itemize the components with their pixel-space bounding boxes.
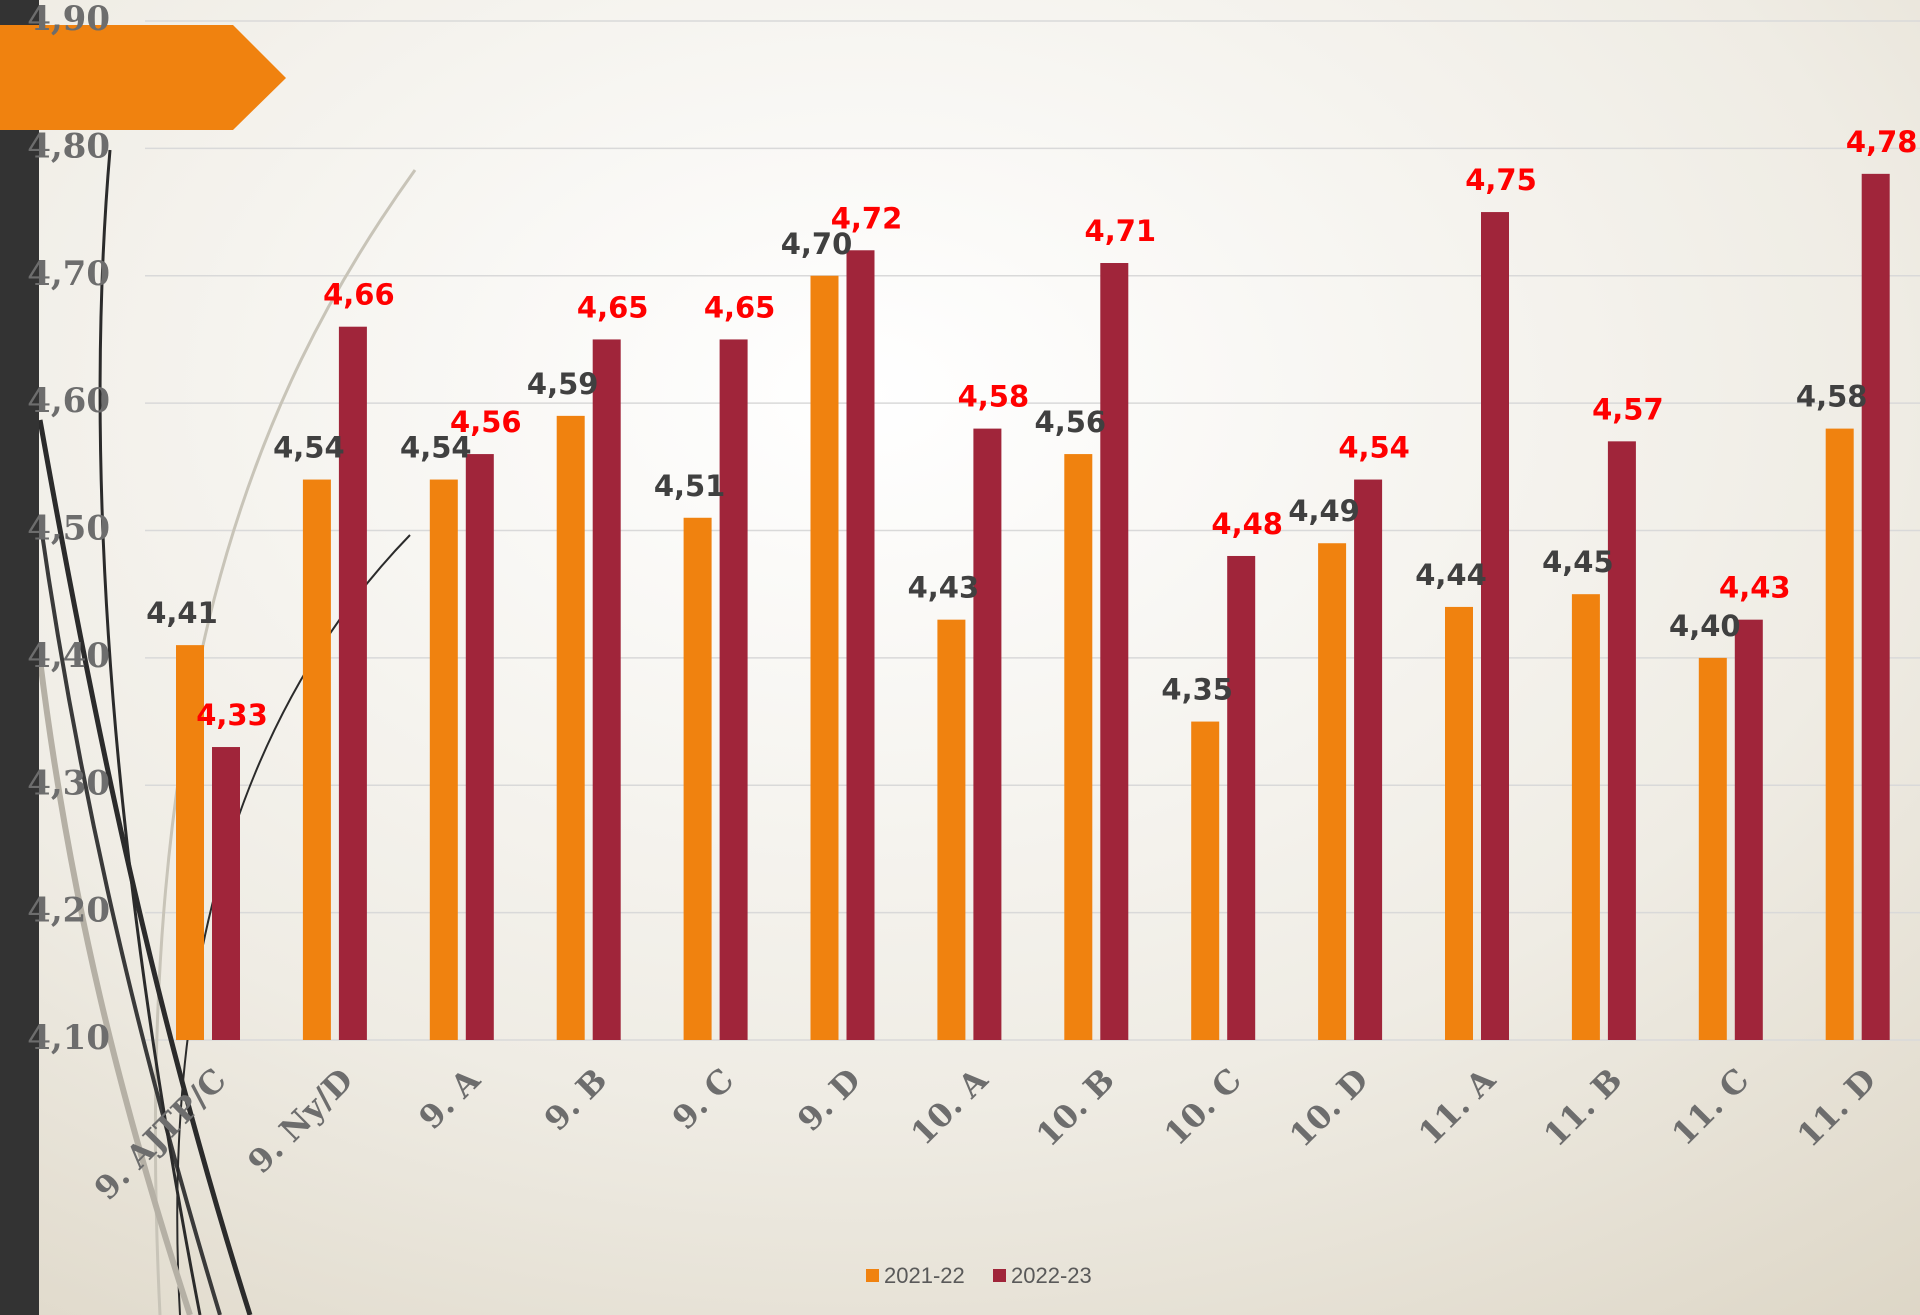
value-label: 4,33 bbox=[196, 698, 268, 732]
bar bbox=[1445, 607, 1473, 1040]
value-label: 4,56 bbox=[1035, 405, 1107, 439]
value-label: 4,59 bbox=[527, 367, 599, 401]
value-label: 4,41 bbox=[146, 596, 218, 630]
legend-swatch bbox=[866, 1269, 879, 1282]
bar bbox=[847, 250, 875, 1040]
y-tick-label: 4,40 bbox=[27, 636, 110, 676]
bar bbox=[1227, 556, 1255, 1040]
bar bbox=[720, 339, 748, 1040]
bar bbox=[1064, 454, 1092, 1040]
bar bbox=[1862, 174, 1890, 1040]
value-label: 4,43 bbox=[1719, 571, 1791, 605]
bar bbox=[593, 339, 621, 1040]
legend-swatch bbox=[993, 1269, 1006, 1282]
value-label: 4,54 bbox=[1338, 431, 1410, 465]
bar bbox=[1735, 620, 1763, 1040]
bar bbox=[430, 480, 458, 1040]
legend-label: 2022-23 bbox=[1011, 1263, 1092, 1288]
bar bbox=[937, 620, 965, 1040]
value-label: 4,40 bbox=[1669, 609, 1741, 643]
bar bbox=[684, 518, 712, 1040]
value-label: 4,75 bbox=[1465, 163, 1537, 197]
bar bbox=[466, 454, 494, 1040]
value-label: 4,51 bbox=[654, 469, 726, 503]
y-tick-label: 4,10 bbox=[27, 1018, 110, 1058]
chart: 4,104,204,304,404,504,604,704,804,909. A… bbox=[0, 0, 1920, 1315]
bar bbox=[1699, 658, 1727, 1040]
bar bbox=[1191, 722, 1219, 1040]
bar bbox=[1100, 263, 1128, 1040]
bar bbox=[1826, 429, 1854, 1040]
value-label: 4,65 bbox=[577, 290, 649, 324]
bar bbox=[303, 480, 331, 1040]
bar bbox=[973, 429, 1001, 1040]
value-label: 4,54 bbox=[273, 431, 345, 465]
value-label: 4,72 bbox=[831, 201, 903, 235]
bar bbox=[1608, 441, 1636, 1040]
value-label: 4,49 bbox=[1288, 494, 1360, 528]
y-tick-label: 4,60 bbox=[27, 381, 110, 421]
value-label: 4,66 bbox=[323, 278, 395, 312]
bar bbox=[212, 747, 240, 1040]
bar bbox=[1354, 480, 1382, 1040]
value-label: 4,57 bbox=[1592, 392, 1664, 426]
legend-label: 2021-22 bbox=[884, 1263, 965, 1288]
value-label: 4,45 bbox=[1542, 545, 1614, 579]
y-tick-label: 4,50 bbox=[27, 509, 110, 549]
value-label: 4,65 bbox=[704, 290, 776, 324]
value-label: 4,58 bbox=[958, 380, 1030, 414]
bar bbox=[1572, 594, 1600, 1040]
bar bbox=[557, 416, 585, 1040]
value-label: 4,44 bbox=[1415, 558, 1487, 592]
value-label: 4,78 bbox=[1846, 125, 1918, 159]
value-label: 4,43 bbox=[908, 571, 980, 605]
value-label: 4,58 bbox=[1796, 380, 1868, 414]
header-arrow bbox=[0, 25, 286, 130]
y-tick-label: 4,20 bbox=[27, 891, 110, 931]
bar bbox=[811, 276, 839, 1040]
value-label: 4,56 bbox=[450, 405, 522, 439]
value-label: 4,71 bbox=[1085, 214, 1157, 248]
y-tick-label: 4,90 bbox=[27, 0, 110, 39]
value-label: 4,48 bbox=[1211, 507, 1283, 541]
y-tick-label: 4,30 bbox=[27, 763, 110, 803]
value-label: 4,35 bbox=[1161, 673, 1233, 707]
y-tick-label: 4,70 bbox=[27, 254, 110, 294]
y-tick-label: 4,80 bbox=[27, 126, 110, 166]
bar bbox=[1318, 543, 1346, 1040]
bar bbox=[1481, 212, 1509, 1040]
